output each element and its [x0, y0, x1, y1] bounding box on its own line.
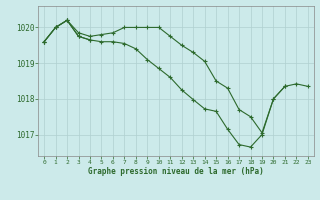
- X-axis label: Graphe pression niveau de la mer (hPa): Graphe pression niveau de la mer (hPa): [88, 167, 264, 176]
